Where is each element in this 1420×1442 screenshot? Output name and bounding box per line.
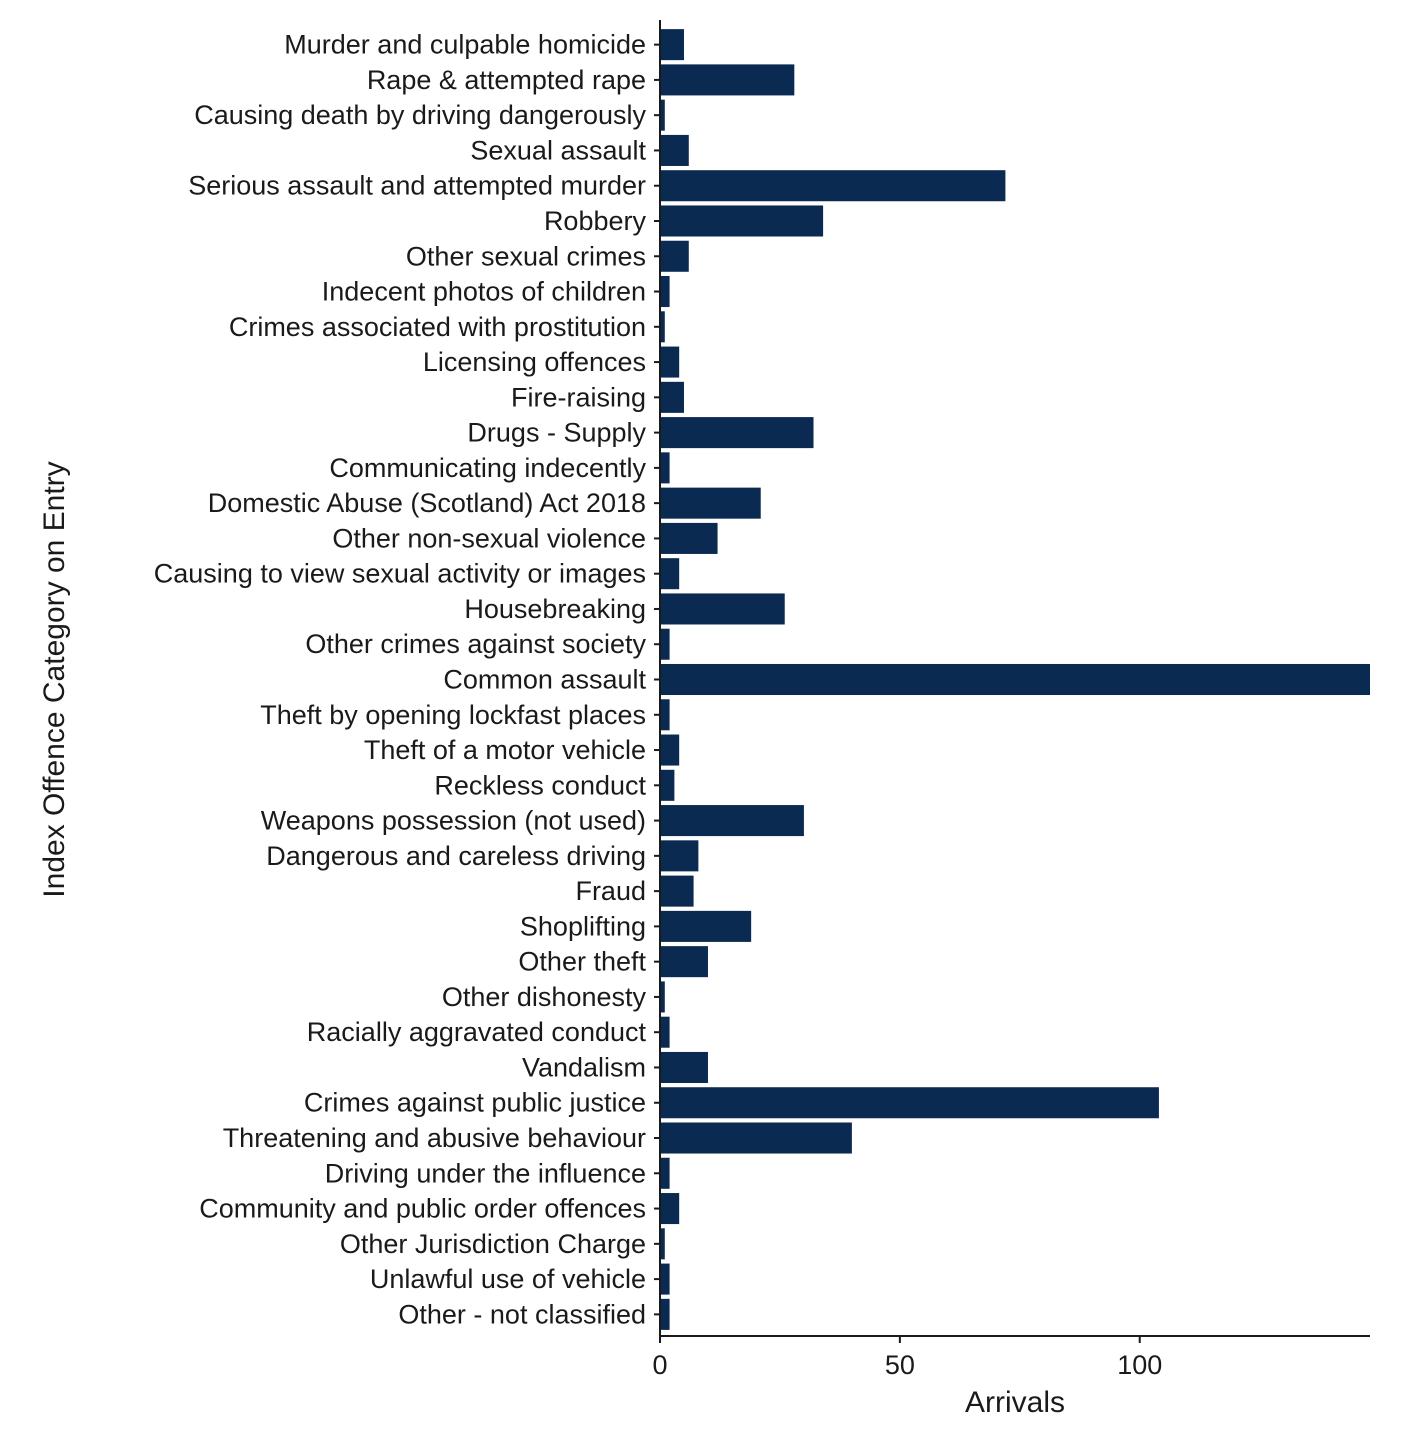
bar: [660, 981, 665, 1013]
y-tick-label: Community and public order offences: [199, 1194, 646, 1224]
bar: [660, 205, 824, 237]
y-tick-label: Serious assault and attempted murder: [188, 171, 646, 201]
y-tick-label: Shoplifting: [520, 911, 646, 941]
bar: [660, 1157, 670, 1189]
bar: [660, 734, 680, 766]
y-tick-label: Theft by opening lockfast places: [260, 700, 646, 730]
y-tick-label: Other sexual crimes: [406, 241, 646, 271]
y-tick-label: Crimes associated with prostitution: [229, 312, 646, 342]
y-tick-label: Other non-sexual violence: [332, 523, 646, 553]
y-tick-label: Causing death by driving dangerously: [194, 100, 646, 130]
bar: [660, 1122, 852, 1154]
bar: [660, 628, 670, 660]
bar: [660, 558, 680, 590]
y-tick-label: Causing to view sexual activity or image…: [154, 559, 646, 589]
y-tick-label: Communicating indecently: [329, 453, 646, 483]
y-tick-label: Rape & attempted rape: [367, 65, 646, 95]
bar: [660, 663, 1370, 696]
y-tick-label: Vandalism: [522, 1052, 646, 1082]
y-tick-label: Unlawful use of vehicle: [370, 1264, 646, 1294]
bar: [660, 381, 684, 413]
x-tick-label: 100: [1117, 1350, 1162, 1380]
y-tick-label: Other crimes against society: [305, 629, 646, 659]
bar: [660, 1087, 1159, 1119]
bar: [660, 840, 699, 872]
x-axis-title: Arrivals: [965, 1386, 1065, 1419]
y-tick-label: Threatening and abusive behaviour: [223, 1123, 646, 1153]
y-tick-label: Sexual assault: [470, 135, 646, 165]
y-tick-label: Fire-raising: [511, 382, 646, 412]
x-tick-label: 0: [652, 1350, 667, 1380]
bar: [660, 64, 795, 96]
bar: [660, 805, 804, 837]
y-axis: Murder and culpable homicide Rape & attem…: [154, 20, 661, 1336]
y-tick-label: Other - not classified: [398, 1299, 646, 1329]
bar: [660, 1298, 670, 1330]
bar: [660, 487, 761, 519]
bar: [660, 769, 675, 801]
x-tick-labels: 0 50 100: [652, 1350, 1162, 1380]
bar: [660, 170, 1006, 202]
y-tick-label: Other Jurisdiction Charge: [340, 1229, 646, 1259]
bar: [660, 875, 694, 907]
bar: [660, 593, 785, 625]
bar: [660, 910, 752, 942]
bar: [660, 346, 680, 378]
y-tick-label: Other dishonesty: [442, 982, 647, 1012]
x-axis: 0 50 100: [652, 1335, 1370, 1380]
bar: [660, 1193, 680, 1225]
y-tick-label: Murder and culpable homicide: [284, 30, 646, 60]
bar: [660, 522, 718, 554]
bar: [660, 134, 689, 166]
y-tick-label: Domestic Abuse (Scotland) Act 2018: [208, 488, 646, 518]
y-tick-label: Indecent photos of children: [322, 277, 646, 307]
y-tick-label: Reckless conduct: [434, 770, 646, 800]
bar: [660, 99, 665, 131]
y-tick-label: Dangerous and careless driving: [266, 841, 646, 871]
y-tick-label: Driving under the influence: [325, 1158, 646, 1188]
y-tick-label: Housebreaking: [464, 594, 646, 624]
y-tick-label: Common assault: [443, 665, 646, 695]
bar: [660, 276, 670, 308]
y-ticks: [654, 43, 660, 1316]
y-tick-label: Theft of a motor vehicle: [364, 735, 646, 765]
y-tick-label: Weapons possession (not used): [261, 806, 646, 836]
bar: [660, 1051, 708, 1083]
y-axis-title: Index Offence Category on Entry: [38, 461, 71, 897]
bar: [660, 240, 689, 272]
y-tick-label: Fraud: [575, 876, 646, 906]
y-tick-label: Robbery: [544, 206, 647, 236]
y-tick-label: Crimes against public justice: [304, 1088, 646, 1118]
bar: [660, 946, 708, 978]
x-ticks: [659, 1336, 1141, 1343]
bar: [660, 1228, 665, 1260]
y-tick-label: Licensing offences: [423, 347, 646, 377]
y-tick-labels: Murder and culpable homicide Rape & attem…: [154, 30, 647, 1330]
bar: [660, 1263, 670, 1295]
x-tick-label: 50: [885, 1350, 915, 1380]
bar: [660, 699, 670, 731]
bar: [660, 452, 670, 484]
bar: [660, 29, 684, 61]
y-tick-label: Other theft: [518, 947, 646, 977]
bar: [660, 311, 665, 343]
y-tick-label: Drugs - Supply: [467, 418, 646, 448]
bar: [660, 417, 814, 449]
y-tick-label: Racially aggravated conduct: [307, 1017, 647, 1047]
bars-group: [660, 29, 1370, 1330]
bar: [660, 1016, 670, 1048]
